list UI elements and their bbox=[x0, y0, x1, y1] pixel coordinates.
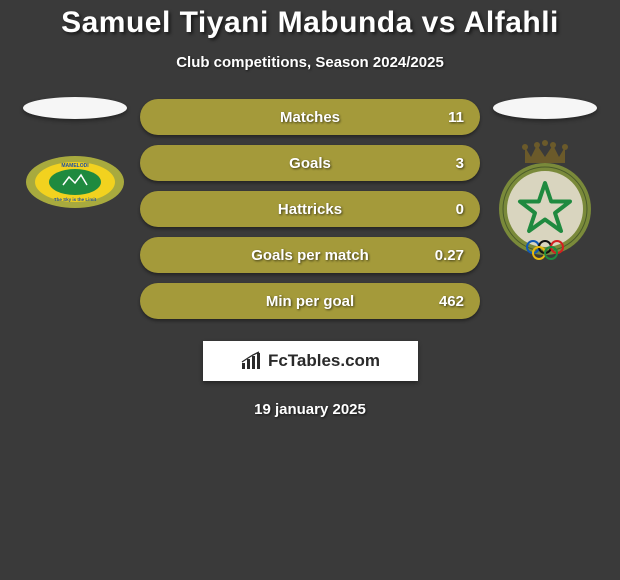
stat-value: 462 bbox=[439, 293, 464, 310]
main-row: MAMELODI The Sky is the Limit Matches 11 G… bbox=[0, 97, 620, 319]
stat-label: Min per goal bbox=[266, 293, 354, 310]
chart-icon bbox=[240, 351, 264, 371]
subtitle: Club competitions, Season 2024/2025 bbox=[176, 54, 444, 71]
team-logo-right bbox=[495, 139, 595, 269]
left-column: MAMELODI The Sky is the Limit bbox=[10, 97, 140, 209]
stat-value: 0 bbox=[456, 201, 464, 218]
player-ellipse-right bbox=[493, 97, 597, 119]
stat-value: 3 bbox=[456, 155, 464, 172]
team-logo-left: MAMELODI The Sky is the Limit bbox=[25, 155, 125, 209]
stat-bar: Hattricks 0 bbox=[140, 191, 480, 227]
stat-label: Goals bbox=[289, 155, 331, 172]
date-text: 19 january 2025 bbox=[254, 401, 366, 418]
brand-text: FcTables.com bbox=[268, 351, 380, 371]
page-title: Samuel Tiyani Mabunda vs Alfahli bbox=[61, 6, 559, 40]
stat-bar: Min per goal 462 bbox=[140, 283, 480, 319]
right-column bbox=[480, 97, 610, 269]
stat-label: Goals per match bbox=[251, 247, 369, 264]
stat-bar: Goals per match 0.27 bbox=[140, 237, 480, 273]
stats-column: Matches 11 Goals 3 Hattricks 0 Goals per match… bbox=[140, 99, 480, 319]
stat-bar: Matches 11 bbox=[140, 99, 480, 135]
stat-value: 0.27 bbox=[435, 247, 464, 264]
stat-label: Matches bbox=[280, 109, 340, 126]
stat-label: Hattricks bbox=[278, 201, 342, 218]
team-tagline-left: The Sky is the Limit bbox=[54, 197, 97, 202]
stat-value: 11 bbox=[448, 109, 464, 126]
player-ellipse-left bbox=[23, 97, 127, 119]
brand-box[interactable]: FcTables.com bbox=[203, 341, 418, 381]
stat-bar: Goals 3 bbox=[140, 145, 480, 181]
team-name-left: MAMELODI bbox=[61, 163, 89, 169]
